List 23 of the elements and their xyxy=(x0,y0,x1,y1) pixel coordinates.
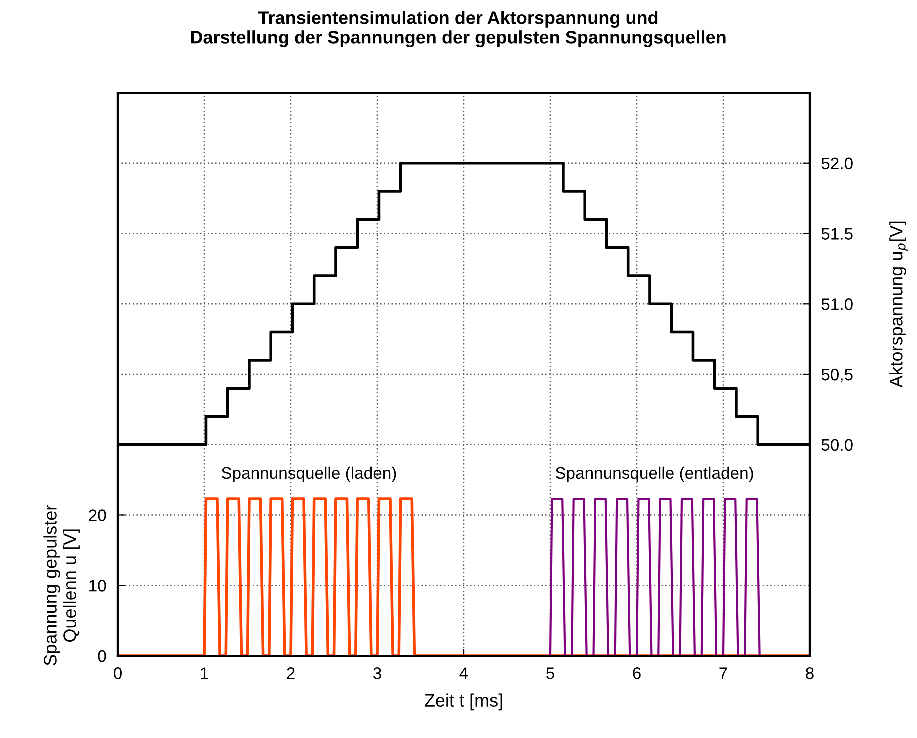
y2-axis-title: Aktorspannung u$_{p}$[V] xyxy=(890,222,908,388)
x-tick-label: 4 xyxy=(460,668,468,680)
x-tick-label: 6 xyxy=(633,668,641,680)
x-tick-label: 8 xyxy=(806,668,814,680)
x-tick-label: 7 xyxy=(720,668,728,680)
series-label: Spannunsquelle (entladen) xyxy=(556,466,754,482)
chart-title: Transientensimulation der Aktorspannung und Darstellung der Spannungen der gepulsten Spannungsquellen xyxy=(191,11,726,48)
x-tick-label: 3 xyxy=(374,668,382,680)
x-tick-label: 1 xyxy=(201,668,208,680)
y-tick-label: 20 xyxy=(89,510,106,522)
x-tick-label: 2 xyxy=(287,668,295,680)
x-tick-label: 0 xyxy=(114,668,122,680)
y-axis-title: Spannung gepulster Quellenn u [V] xyxy=(44,505,80,666)
y-tick-label: 0 xyxy=(98,650,106,662)
y2-tick-label: 52.0 xyxy=(822,158,853,170)
y2-tick-label: 50,5 xyxy=(822,368,853,383)
series-label: Spannunsquelle (laden) xyxy=(222,466,396,482)
y2-tick-label: 51.0 xyxy=(822,298,853,310)
x-tick-label: 5 xyxy=(546,668,554,680)
y2-tick-label: 50.0 xyxy=(822,439,853,452)
y2-tick-label: 51.5 xyxy=(822,228,853,240)
x-axis-title: Zeit t [ms] xyxy=(424,694,502,711)
y-tick-label: 10 xyxy=(90,580,106,592)
